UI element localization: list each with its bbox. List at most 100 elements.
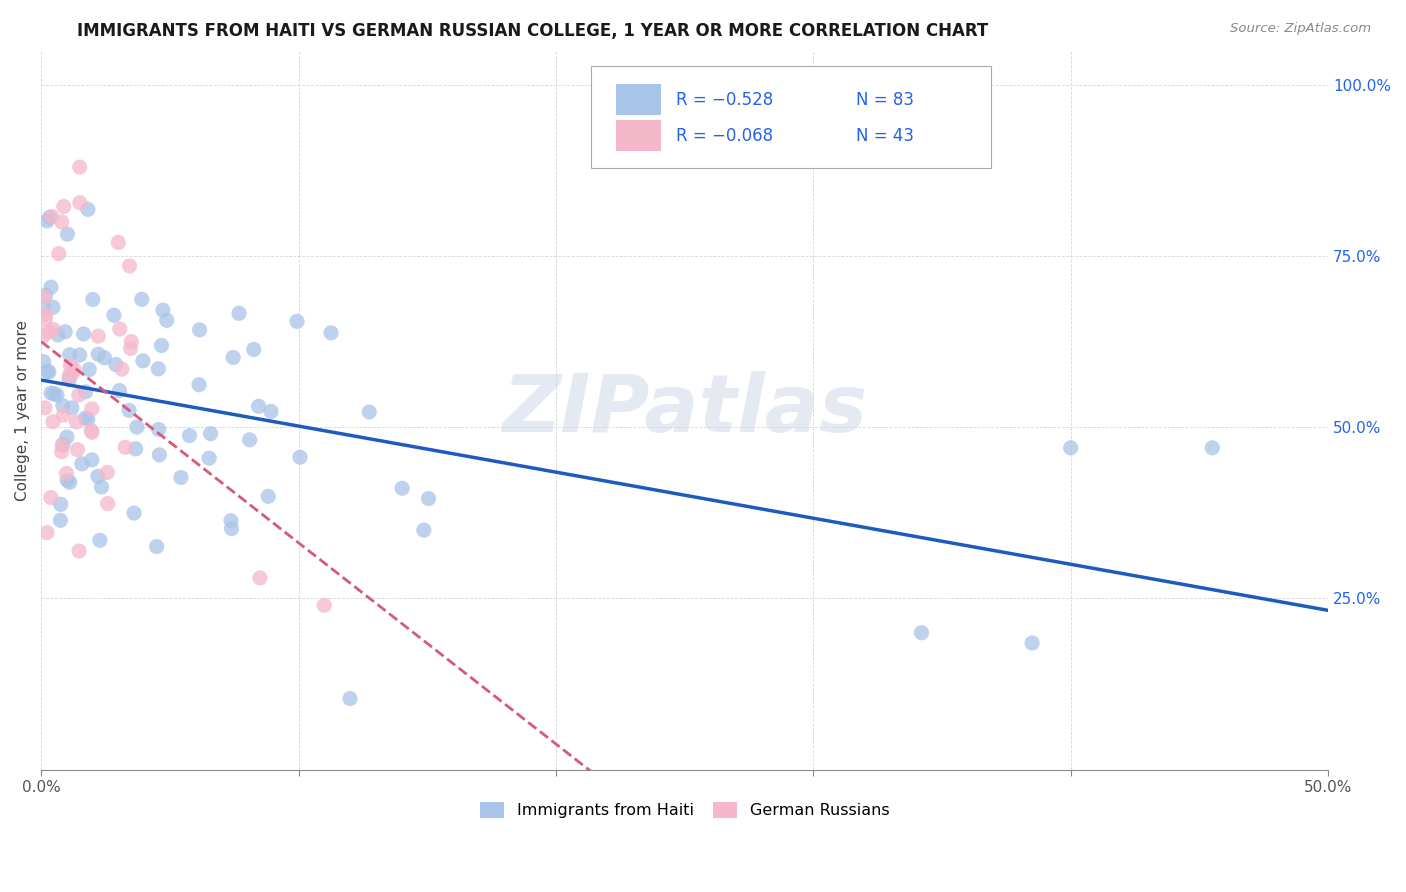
Point (65, 415, 87, 429)
Point (87, 329, 110, 343)
Point (42, 300, 65, 314)
Point (131, 293, 153, 307)
Point (87, 469, 110, 483)
Bar (616, 120, 661, 152)
Point (257, 489, 280, 503)
Text: Source: ZipAtlas.com: Source: ZipAtlas.com (1230, 22, 1371, 36)
Point (80, 453, 103, 467)
Point (34, 307, 56, 321)
Point (120, 334, 142, 349)
Point (66, 442, 89, 457)
Text: N = 83: N = 83 (856, 91, 914, 109)
Point (122, 506, 145, 520)
Point (58, 368, 80, 383)
Point (51, 444, 73, 458)
Point (132, 354, 155, 368)
Point (76, 412, 98, 426)
Point (56, 227, 79, 241)
Point (72, 326, 94, 341)
Point (49, 497, 72, 511)
Point (90, 480, 112, 494)
Point (80, 424, 103, 438)
Point (76, 202, 98, 217)
Point (34, 312, 56, 326)
Point (150, 338, 173, 352)
Point (198, 451, 221, 466)
Point (56, 430, 79, 444)
Point (339, 691, 361, 706)
Point (108, 322, 131, 336)
Point (148, 361, 170, 376)
Point (60, 401, 83, 415)
Text: N = 43: N = 43 (856, 127, 914, 145)
Point (37, 364, 59, 378)
Point (242, 343, 264, 357)
Point (51, 215, 73, 229)
Point (145, 540, 167, 554)
Point (219, 514, 242, 528)
Point (412, 523, 434, 537)
Point (179, 428, 201, 442)
Point (32, 328, 55, 343)
Point (52, 399, 75, 413)
Point (152, 303, 174, 318)
Point (35, 525, 58, 540)
Point (170, 470, 193, 484)
Point (200, 426, 222, 441)
Point (38, 211, 60, 225)
Point (111, 362, 134, 376)
Point (188, 323, 211, 337)
Point (39, 491, 62, 505)
Point (75, 384, 97, 399)
Point (285, 314, 308, 328)
Point (75, 411, 97, 425)
Point (52, 409, 75, 423)
FancyBboxPatch shape (591, 67, 991, 168)
Point (52, 199, 75, 213)
Point (48, 246, 70, 260)
Text: R = −0.528: R = −0.528 (676, 91, 773, 109)
Point (70, 457, 93, 471)
Point (44, 387, 66, 401)
Point (59, 359, 82, 373)
Y-axis label: College, 1 year or more: College, 1 year or more (15, 319, 30, 500)
Point (1201, 441, 1223, 455)
Point (1021, 636, 1043, 650)
Point (39, 386, 62, 401)
Point (69, 195, 91, 210)
Point (103, 308, 125, 322)
Point (249, 571, 271, 585)
Point (125, 420, 148, 434)
Point (35, 214, 58, 228)
Point (69, 348, 91, 362)
Point (82, 293, 104, 307)
Point (156, 313, 179, 327)
Point (1060, 441, 1083, 455)
Point (93, 351, 115, 365)
Point (69, 160, 91, 174)
Point (319, 326, 342, 340)
Text: ZIPatlas: ZIPatlas (502, 371, 868, 450)
Point (80, 401, 103, 416)
Point (148, 423, 170, 437)
Point (38, 365, 60, 379)
Point (188, 377, 211, 392)
Point (148, 448, 170, 462)
Point (39, 280, 62, 294)
Point (118, 259, 141, 273)
Point (107, 235, 129, 250)
Point (58, 372, 80, 386)
Point (391, 481, 413, 495)
Point (37, 325, 59, 339)
Bar (616, 85, 661, 115)
Point (108, 384, 131, 398)
Point (97, 497, 120, 511)
Point (118, 403, 141, 417)
Point (239, 433, 262, 447)
Legend: Immigrants from Haiti, German Russians: Immigrants from Haiti, German Russians (472, 794, 897, 826)
Point (42, 415, 65, 429)
Point (67, 388, 90, 402)
Point (59, 475, 82, 490)
Point (221, 522, 243, 536)
Point (63, 362, 86, 376)
